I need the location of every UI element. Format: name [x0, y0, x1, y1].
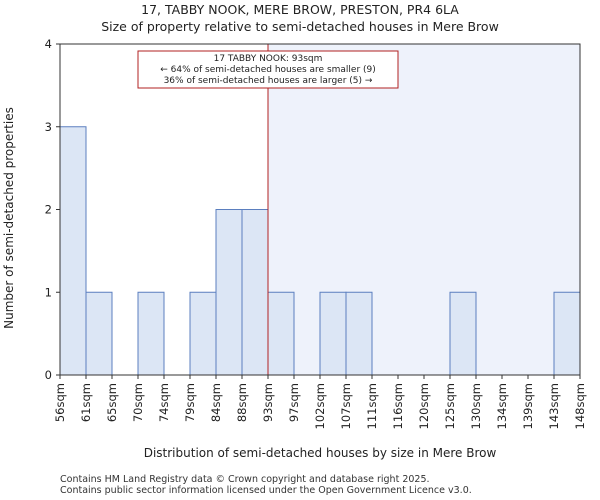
- footer-line-1: Contains HM Land Registry data © Crown c…: [60, 474, 430, 485]
- x-tick-label: 93sqm: [261, 383, 275, 422]
- x-tick-label: 102sqm: [313, 383, 327, 429]
- x-tick-label: 65sqm: [105, 383, 119, 422]
- x-tick-label: 148sqm: [573, 383, 587, 429]
- x-tick-label: 120sqm: [417, 383, 431, 429]
- y-tick-label: 4: [45, 37, 52, 51]
- y-ticks: 0 1 2 3 4: [45, 37, 60, 382]
- x-tick-label: 143sqm: [547, 383, 561, 429]
- annotation-line-2: ← 64% of semi-detached houses are smalle…: [160, 65, 376, 75]
- x-tick-label: 84sqm: [209, 383, 223, 422]
- highlight-region: [268, 44, 580, 375]
- x-ticks: 56sqm 61sqm 65sqm 70sqm 74sqm 79sqm 84sqm 88sqm…: [53, 375, 587, 429]
- bar-102sqm: [319, 291, 347, 376]
- x-tick-label: 61sqm: [79, 383, 93, 422]
- annotation-box: [137, 50, 399, 89]
- bar-107sqm: [345, 291, 373, 376]
- bar-84sqm: [215, 209, 243, 376]
- annotation-line-1: 17 TABBY NOOK: 93sqm: [214, 54, 323, 64]
- bars-group: [59, 126, 581, 376]
- chart-subtitle: Size of property relative to semi-detach…: [101, 19, 499, 34]
- bar-79sqm: [189, 291, 217, 376]
- bar-56sqm: [59, 126, 87, 376]
- x-tick-label: 70sqm: [131, 383, 145, 422]
- x-tick-label: 130sqm: [469, 383, 483, 429]
- x-tick-label: 97sqm: [287, 383, 301, 422]
- x-tick-label: 88sqm: [235, 383, 249, 422]
- x-axis-label: Distribution of semi-detached houses by …: [144, 446, 497, 460]
- x-tick-label: 107sqm: [339, 383, 353, 429]
- chart-title: 17, TABBY NOOK, MERE BROW, PRESTON, PR4 …: [141, 2, 459, 17]
- annotation-line-3: 36% of semi-detached houses are larger (…: [164, 76, 373, 86]
- bar-70sqm: [137, 291, 165, 376]
- x-tick-label: 111sqm: [365, 383, 379, 429]
- bar-61sqm: [85, 291, 113, 376]
- bar-88sqm: [241, 209, 269, 376]
- x-tick-label: 116sqm: [391, 383, 405, 429]
- bar-125sqm: [449, 291, 477, 376]
- y-tick-label: 0: [45, 368, 52, 382]
- y-tick-label: 3: [45, 120, 52, 134]
- bar-93sqm: [267, 291, 295, 376]
- y-tick-label: 2: [45, 203, 52, 217]
- x-tick-label: 139sqm: [521, 383, 535, 429]
- bar-143sqm: [553, 291, 581, 376]
- footer-line-2: Contains public sector information licen…: [60, 485, 472, 496]
- x-tick-label: 56sqm: [53, 383, 67, 422]
- y-axis-label: Number of semi-detached properties: [2, 107, 16, 329]
- y-tick-label: 1: [45, 285, 52, 299]
- x-tick-label: 125sqm: [443, 383, 457, 429]
- x-tick-label: 74sqm: [157, 383, 171, 422]
- x-tick-label: 134sqm: [495, 383, 509, 429]
- x-tick-label: 79sqm: [183, 383, 197, 422]
